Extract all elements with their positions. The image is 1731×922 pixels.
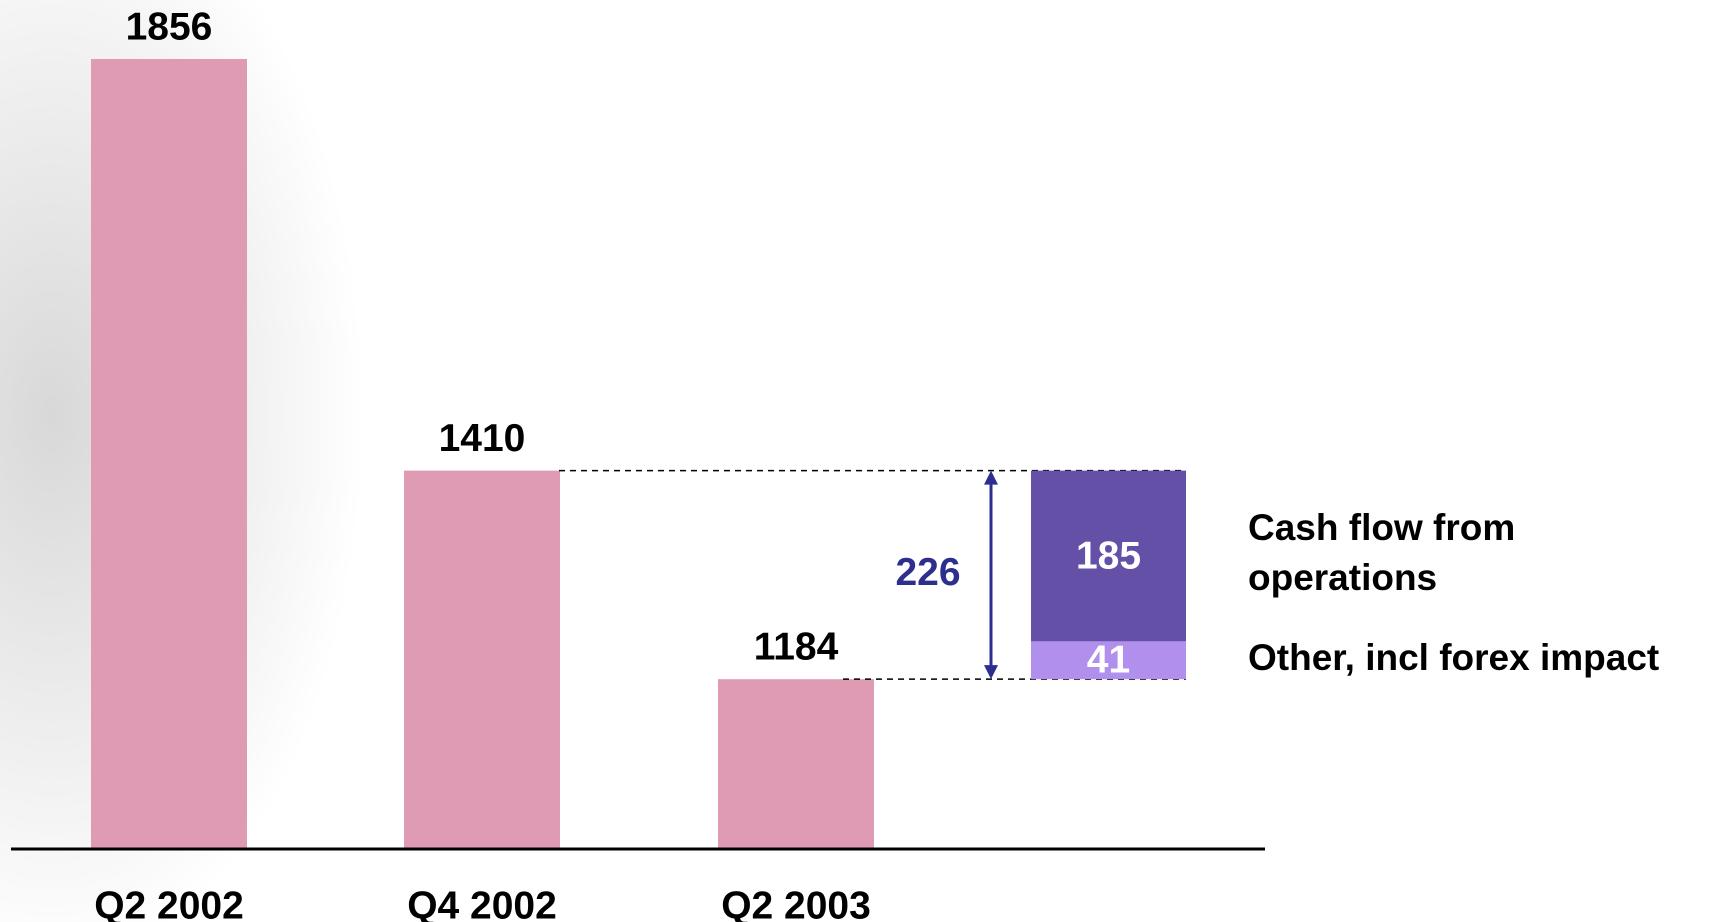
data-label: 1410: [439, 417, 526, 460]
data-label: 1184: [754, 625, 839, 668]
arrow-head: [984, 471, 998, 485]
legend-label: Cash flow from operations: [1248, 503, 1578, 603]
bar: [91, 59, 247, 849]
data-label: 1856: [126, 5, 213, 48]
bar: [718, 679, 874, 849]
bar: [404, 471, 560, 849]
x-tick-label: Q2 2003: [721, 884, 871, 922]
data-label: 41: [1087, 639, 1130, 682]
x-tick-label: Q2 2002: [94, 884, 244, 922]
bridge-total-label: 226: [895, 551, 960, 594]
arrow-head: [984, 665, 998, 679]
chart: 1856 Q2 2002 1410 Q4 2002 1184 Q2 2003 41 185 22…: [0, 0, 1731, 922]
data-label: 185: [1076, 534, 1141, 577]
x-tick-label: Q4 2002: [407, 884, 557, 922]
slide: 1856 Q2 2002 1410 Q4 2002 1184 Q2 2003 41 185 22…: [0, 0, 1731, 922]
legend-label: Other, incl forex impact: [1248, 633, 1659, 683]
